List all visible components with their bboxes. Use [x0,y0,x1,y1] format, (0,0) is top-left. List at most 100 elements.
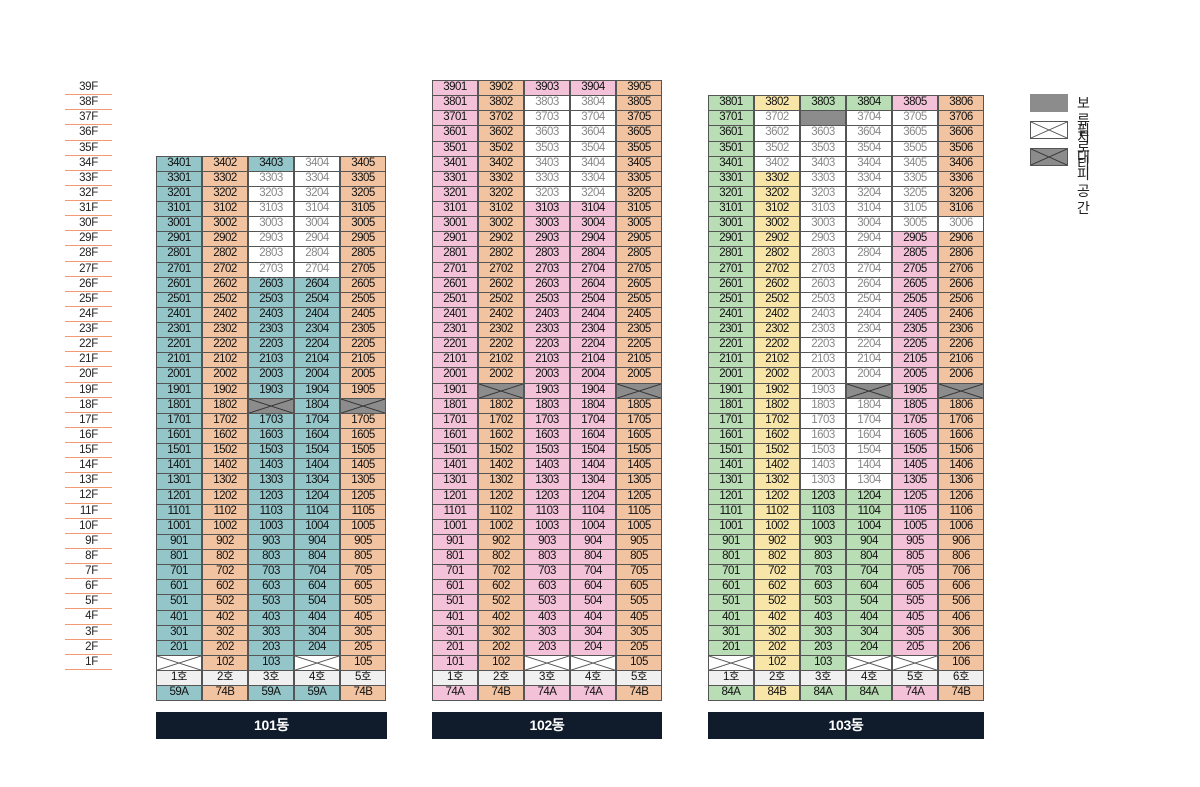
unit-cell: 1403 [248,458,294,475]
unit-cell: 2402 [754,306,800,324]
unit-cell: 1602 [202,427,248,445]
unit-cell: 3104 [294,201,340,218]
unit-cell: 903 [248,533,294,551]
unit-cell: 2705 [340,261,386,278]
unit-cell: 3606 [938,125,984,142]
unit-cell: 403 [248,609,294,626]
unit-cell: 1204 [846,488,892,505]
floor-label-text: 27F [79,262,98,275]
legend-label: 대피공간 [1077,149,1090,216]
ho-label: 1호 [432,670,478,687]
floor-label-text: 21F [79,353,98,366]
unit-cell: 2905 [892,231,938,248]
unit-cell: 2302 [754,322,800,339]
floor-label: 34F [65,156,112,171]
unit-cell: 404 [846,609,892,626]
unit-cell: 3706 [938,110,984,127]
unit-cell: 703 [248,564,294,581]
unit-cell: 3806 [938,95,984,112]
ho-label: 3호 [800,670,846,687]
floor-labels: 39F 38F 37F 36F 35F 34F 33F 32F 31F 30F 29F 28F 27F 2… [65,80,112,671]
unit-cell: 1302 [754,473,800,490]
unit-cell: 602 [478,579,524,596]
floor-label-text: 4F [85,610,98,623]
unit-cell: 1802 [202,397,248,414]
unit-cell: 3302 [754,170,800,187]
unit-cell: 1704 [294,412,340,429]
unit-cell: 2704 [570,261,616,278]
unit-cell: 2902 [478,231,524,248]
unit-cell: 2003 [800,367,846,384]
unit-cell: 205 [616,639,662,656]
floor-label: 12F [65,488,112,504]
unit-cell: 3503 [800,140,846,157]
unit-cell: 1104 [570,503,616,520]
unit-cell: 3103 [524,201,570,218]
unit-cell: 302 [754,624,800,641]
unit-cell: 1705 [340,412,386,429]
unit-cell: 3202 [754,185,800,203]
unit-cell: 502 [202,594,248,611]
floor-label-text: 31F [79,202,98,214]
piloti-cell [570,654,616,672]
unit-cell: 2206 [938,337,984,354]
unit-cell: 2006 [938,367,984,384]
unit-cell: 2601 [432,276,478,293]
unit-cell: 2101 [432,352,478,369]
unit-cell: 1601 [708,427,754,445]
unit-type: 84A [846,685,892,702]
unit-cell: 2502 [478,291,524,308]
unit-type: 74A [892,685,938,702]
floor-label-text: 34F [79,156,98,169]
unit-cell: 2104 [570,352,616,369]
unit-cell: 2404 [294,306,340,324]
unit-cell: 2505 [340,291,386,308]
unit-cell: 1302 [478,473,524,490]
unit-cell: 3303 [248,170,294,187]
unit-cell: 405 [892,609,938,626]
unit-cell: 2401 [432,306,478,324]
unit-cell: 1404 [846,458,892,475]
unit-cell: 3405 [892,155,938,172]
unit-cell: 3804 [846,95,892,112]
unit-cell: 701 [156,564,202,581]
unit-cell: 1202 [754,488,800,505]
unit-cell: 1004 [570,518,616,535]
unit-cell: 2205 [616,337,662,354]
unit-cell: 2004 [846,367,892,384]
unit-cell: 2601 [156,276,202,293]
floor-label: 6F [65,579,112,595]
unit-cell: 2904 [846,231,892,248]
unit-cell: 2604 [294,276,340,293]
unit-cell: 1705 [892,412,938,429]
unit-cell: 3401 [708,155,754,172]
unit-cell: 901 [156,533,202,551]
unit-cell: 702 [478,564,524,581]
unit-cell: 1006 [938,518,984,535]
unit-cell: 1503 [524,443,570,460]
unit-type: 74B [478,685,524,702]
unit-cell: 1503 [248,443,294,460]
unit-cell: 2805 [616,246,662,263]
unit-type: 84A [800,685,846,702]
unit-cell: 3202 [202,185,248,203]
unit-cell: 805 [892,549,938,566]
unit-cell: 2104 [294,352,340,369]
floor-label: 28F [65,246,112,262]
unit-cell: 1404 [570,458,616,475]
unit-cell: 2702 [754,261,800,278]
unit-cell: 3705 [616,110,662,127]
unit-cell: 601 [156,579,202,596]
piloti-cell [294,654,340,672]
unit-cell: 1603 [248,427,294,445]
unit-cell: 2401 [156,306,202,324]
unit-cell: 1106 [938,503,984,520]
unit-cell: 3205 [616,185,662,203]
unit-cell: 2304 [846,322,892,339]
unit-cell: 3903 [524,80,570,97]
unit-cell: 1901 [156,382,202,399]
unit-cell: 2203 [800,337,846,354]
unit-cell: 1403 [800,458,846,475]
unit-cell: 1005 [616,518,662,535]
unit-cell: 1404 [294,458,340,475]
